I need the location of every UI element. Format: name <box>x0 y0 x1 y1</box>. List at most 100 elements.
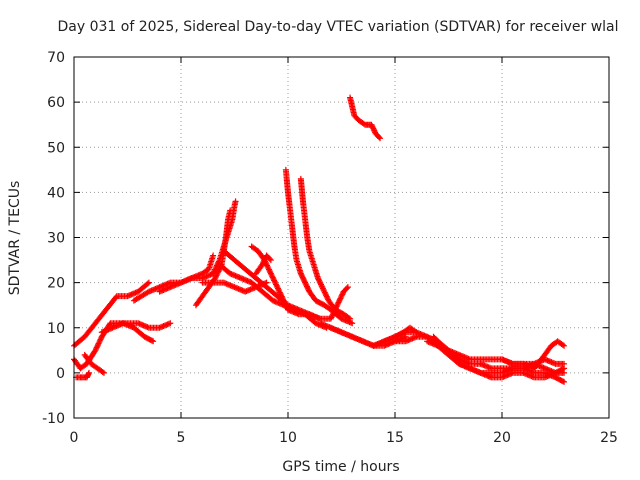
data-point <box>148 337 155 344</box>
data-point <box>266 267 273 274</box>
series-s1 <box>71 279 152 349</box>
data-point <box>267 270 274 277</box>
data-point <box>339 291 346 298</box>
data-point <box>321 289 328 296</box>
data-point <box>337 295 344 302</box>
series-s7 <box>156 252 217 295</box>
data-point <box>144 280 151 287</box>
data-point <box>375 134 382 141</box>
data-point <box>273 281 280 288</box>
data-point <box>280 296 287 303</box>
data-point <box>330 310 337 317</box>
y-tick-label: 0 <box>56 366 65 382</box>
y-tick-label: -10 <box>42 411 65 427</box>
data-point <box>270 276 277 283</box>
data-point <box>334 302 341 309</box>
data-point <box>268 271 275 278</box>
data-point <box>377 135 384 142</box>
data-point <box>329 311 336 318</box>
data-point <box>336 298 343 305</box>
data-point <box>210 252 217 259</box>
data-point <box>561 369 568 376</box>
x-axis-label: GPS time / hours <box>282 459 399 475</box>
data-point <box>327 315 334 322</box>
data-point <box>349 320 356 327</box>
data-point <box>275 286 282 293</box>
data-marks <box>71 94 568 385</box>
axis-ticks: 0 5 10 15 20 25 -10 0 10 20 30 40 50 60 70 <box>42 50 618 446</box>
data-point <box>323 293 330 300</box>
x-tick-label: 5 <box>177 430 186 446</box>
x-tick-label: 0 <box>70 430 79 446</box>
series-s15 <box>282 166 356 327</box>
series-s25 <box>499 338 568 372</box>
data-point <box>269 274 276 281</box>
data-point <box>94 341 101 348</box>
data-point <box>276 289 283 296</box>
data-point <box>278 293 285 300</box>
data-point <box>93 344 100 351</box>
data-point <box>215 258 222 265</box>
data-point <box>267 269 274 276</box>
data-point <box>213 263 220 270</box>
y-tick-label: 60 <box>47 95 65 111</box>
series-s3 <box>73 369 92 381</box>
data-point <box>271 277 278 284</box>
data-point <box>322 290 329 297</box>
data-point <box>332 306 339 313</box>
data-point <box>336 296 343 303</box>
data-point <box>264 263 271 270</box>
data-point <box>274 285 281 292</box>
series-s16 <box>297 175 354 322</box>
data-point <box>269 273 276 280</box>
series-s20 <box>347 94 384 142</box>
data-point <box>145 279 152 286</box>
data-point <box>343 285 350 292</box>
x-tick-label: 20 <box>493 430 511 446</box>
data-point <box>95 340 102 347</box>
y-tick-label: 50 <box>47 140 65 156</box>
data-point <box>347 315 354 322</box>
data-point <box>210 269 217 276</box>
data-point <box>324 294 331 301</box>
data-point <box>264 262 271 269</box>
data-point <box>96 339 103 346</box>
data-point <box>319 284 326 291</box>
data-point <box>266 255 273 262</box>
data-point <box>100 369 107 376</box>
y-tick-label: 40 <box>47 185 65 201</box>
series-s5 <box>98 320 157 345</box>
data-point <box>334 300 341 307</box>
data-point <box>331 307 338 314</box>
data-point <box>213 272 220 279</box>
data-point <box>232 198 239 205</box>
x-tick-label: 25 <box>600 430 618 446</box>
data-point <box>212 275 219 282</box>
data-point <box>321 288 328 295</box>
data-point <box>345 314 352 321</box>
series-s4 <box>81 351 107 376</box>
data-point <box>99 368 106 375</box>
data-point <box>278 292 285 299</box>
data-point <box>212 265 219 272</box>
data-point <box>344 284 351 291</box>
data-point <box>333 303 340 310</box>
data-point <box>338 292 345 299</box>
data-point <box>338 294 345 301</box>
data-point <box>212 266 219 273</box>
data-point <box>97 336 104 343</box>
data-point <box>85 369 92 376</box>
data-point <box>328 314 335 321</box>
data-point <box>320 286 327 293</box>
x-tick-label: 10 <box>279 430 297 446</box>
series-s9 <box>210 198 239 277</box>
data-point <box>272 280 279 287</box>
y-tick-label: 70 <box>47 50 65 66</box>
data-point <box>323 292 330 299</box>
data-point <box>212 273 219 280</box>
data-point <box>265 266 272 273</box>
y-tick-label: 10 <box>47 321 65 337</box>
data-point <box>265 265 272 272</box>
chart-title: Day 031 of 2025, Sidereal Day-to-day VTE… <box>57 19 618 35</box>
